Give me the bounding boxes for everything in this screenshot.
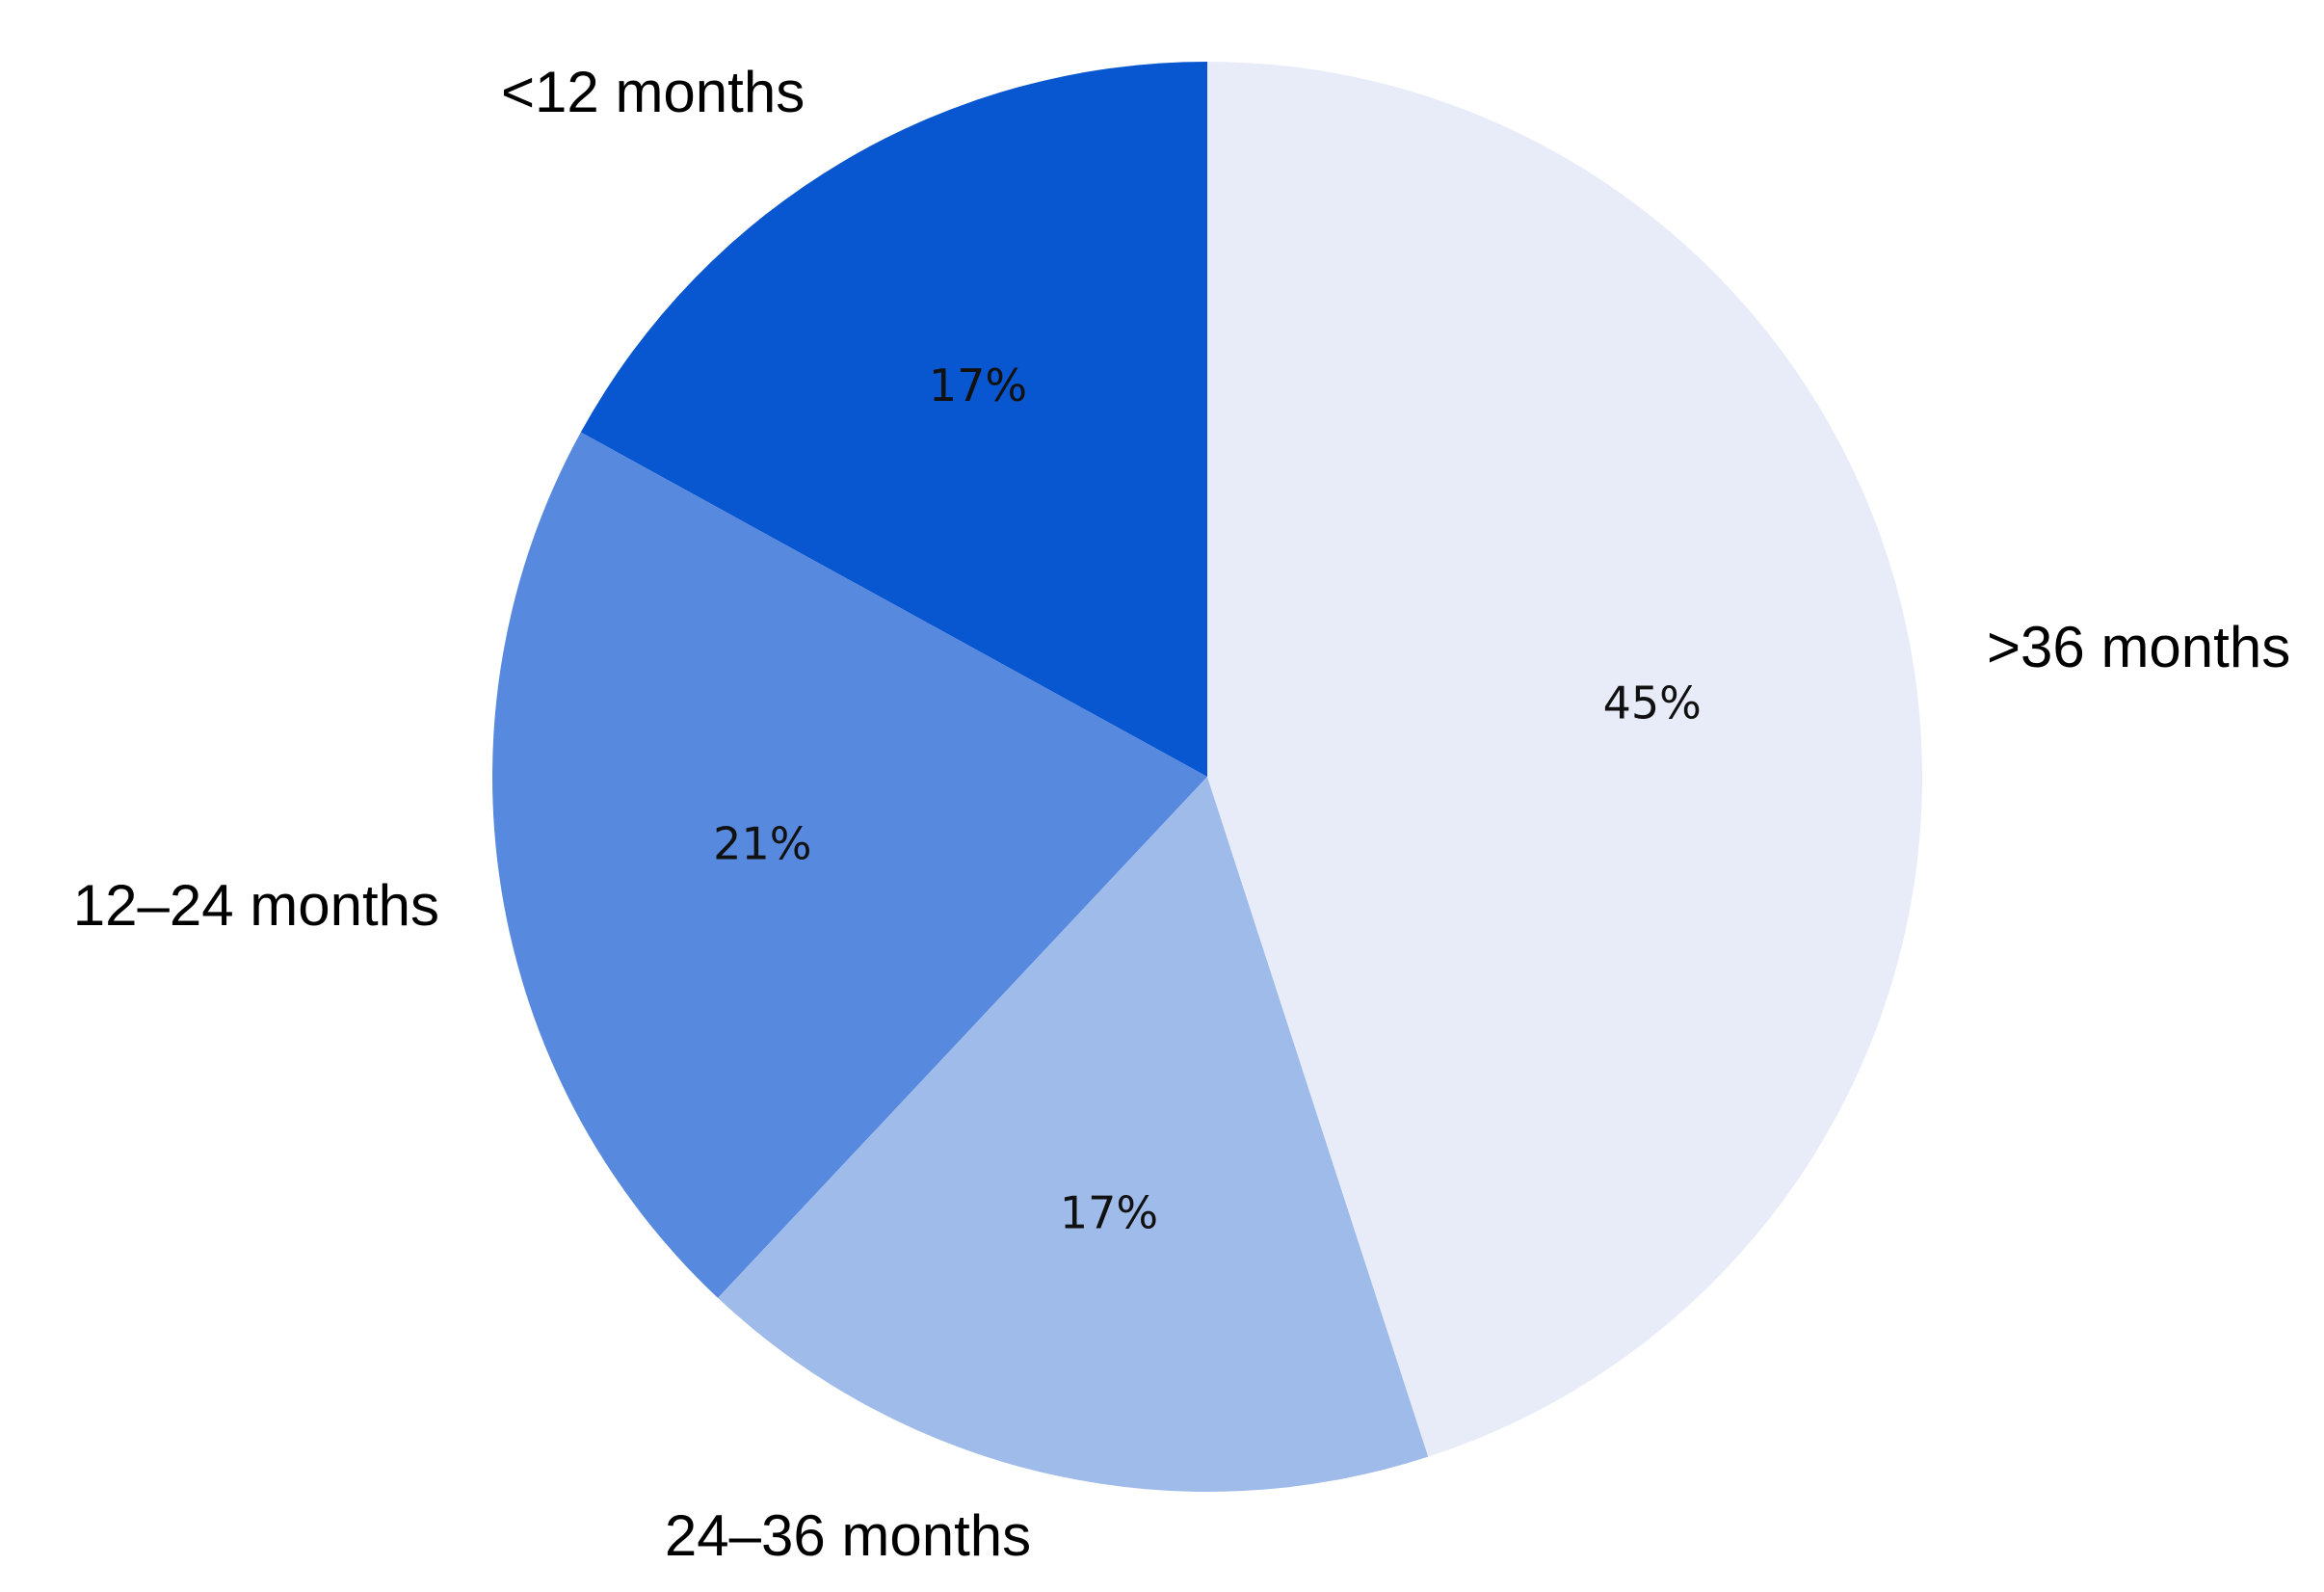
pie-slice-4 bbox=[1207, 62, 1922, 1457]
pie-slice-1 bbox=[580, 62, 1207, 777]
pie-category-label-3: 24–36 months bbox=[665, 1503, 1031, 1568]
pie-value-label-1: 17% bbox=[929, 359, 1027, 411]
pie-category-label-4: >36 months bbox=[1987, 615, 2290, 679]
pie-slice-3 bbox=[718, 777, 1429, 1492]
pie-slices bbox=[492, 62, 1922, 1492]
pie-value-label-3: 17% bbox=[1060, 1187, 1158, 1239]
pie-slice-2 bbox=[492, 432, 1207, 1298]
pie-category-label-2: 12–24 months bbox=[73, 873, 439, 938]
pie-value-label-4: 45% bbox=[1603, 677, 1702, 729]
pie-value-labels: 17% 21% 17% 45% bbox=[713, 359, 1702, 1239]
pie-category-labels: <12 months 12–24 months 24–36 months >36 mo… bbox=[73, 60, 2291, 1568]
pie-category-label-1: <12 months bbox=[501, 60, 805, 124]
pie-value-label-2: 21% bbox=[713, 818, 811, 870]
